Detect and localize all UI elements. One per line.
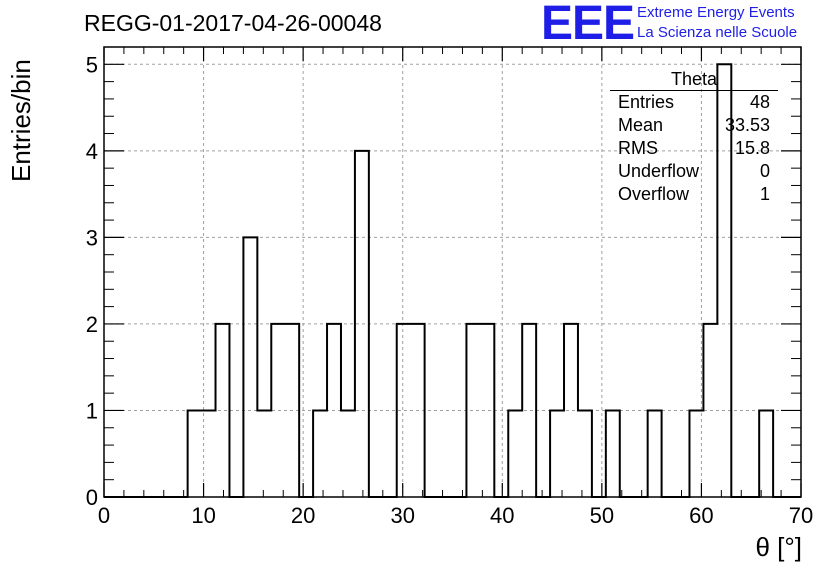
stats-value: 0	[759, 161, 770, 181]
stats-row-entries: Entries 48	[610, 91, 778, 114]
stats-row-mean: Mean 33.53	[610, 114, 778, 137]
histogram-bin	[578, 410, 592, 497]
eee-logo: EEE	[541, 0, 635, 50]
stats-title: Theta	[610, 68, 778, 91]
histogram-bin	[188, 410, 202, 497]
stats-row-rms: RMS 15.8	[610, 137, 778, 160]
x-tick-labels: 0 10 20 30 40 50 60 70	[98, 503, 813, 528]
y-tick-label: 3	[86, 225, 98, 250]
histogram-outline	[104, 63, 801, 498]
stats-label: Entries	[618, 92, 675, 112]
stats-value: 48	[749, 92, 770, 112]
stats-row-overflow: Overflow 1	[610, 183, 778, 206]
plot-frame	[103, 46, 802, 498]
x-tick-label: 20	[291, 503, 315, 528]
histogram-bin	[648, 410, 662, 497]
stats-value: 1	[759, 184, 770, 204]
y-tick-label: 0	[86, 485, 98, 510]
x-tick-label: 10	[191, 503, 215, 528]
histogram-bin	[759, 410, 773, 497]
stats-box: Theta Entries 48 Mean 33.53 RMS 15.8 Underflow…	[610, 68, 778, 206]
grid-lines	[104, 47, 801, 497]
histogram-bin	[508, 410, 522, 497]
stats-label: Overflow	[618, 184, 690, 204]
x-tick-label: 40	[490, 503, 514, 528]
x-tick-label: 50	[590, 503, 614, 528]
x-axis-label: θ [°]	[755, 532, 802, 562]
histogram-bin	[606, 410, 620, 497]
histogram-bin	[216, 324, 230, 497]
logo-line-2: La Scienza nelle Scuole	[637, 24, 798, 41]
x-tick-label: 60	[689, 503, 713, 528]
histogram-bin	[550, 410, 564, 497]
stats-rows: Entries 48 Mean 33.53 RMS 15.8 Underflow 0 Overf…	[610, 91, 778, 206]
x-tick-label: 0	[98, 503, 110, 528]
histogram-bin	[257, 410, 271, 497]
chart-title: REGG-01-2017-04-26-00048	[84, 10, 382, 36]
logo-line-1: Extreme Energy Events	[637, 4, 795, 21]
stats-label: RMS	[618, 138, 658, 158]
stats-label: Mean	[618, 115, 664, 135]
histogram-bin	[341, 410, 355, 497]
x-tick-label: 30	[390, 503, 414, 528]
stats-row-underflow: Underflow 0	[610, 160, 778, 183]
y-tick-label: 1	[86, 398, 98, 423]
histogram-bars	[104, 63, 801, 498]
stats-value: 15.8	[734, 138, 770, 158]
stats-label: Underflow	[618, 161, 700, 181]
y-tick-label: 4	[86, 139, 98, 164]
histogram-bin	[313, 410, 327, 497]
y-tick-label: 2	[86, 312, 98, 337]
x-tick-label: 70	[789, 503, 813, 528]
y-tick-labels: 0 1 2 3 4 5	[86, 52, 98, 510]
histogram-bin	[243, 237, 257, 497]
y-tick-label: 5	[86, 52, 98, 77]
stats-value: 33.53	[724, 115, 770, 135]
